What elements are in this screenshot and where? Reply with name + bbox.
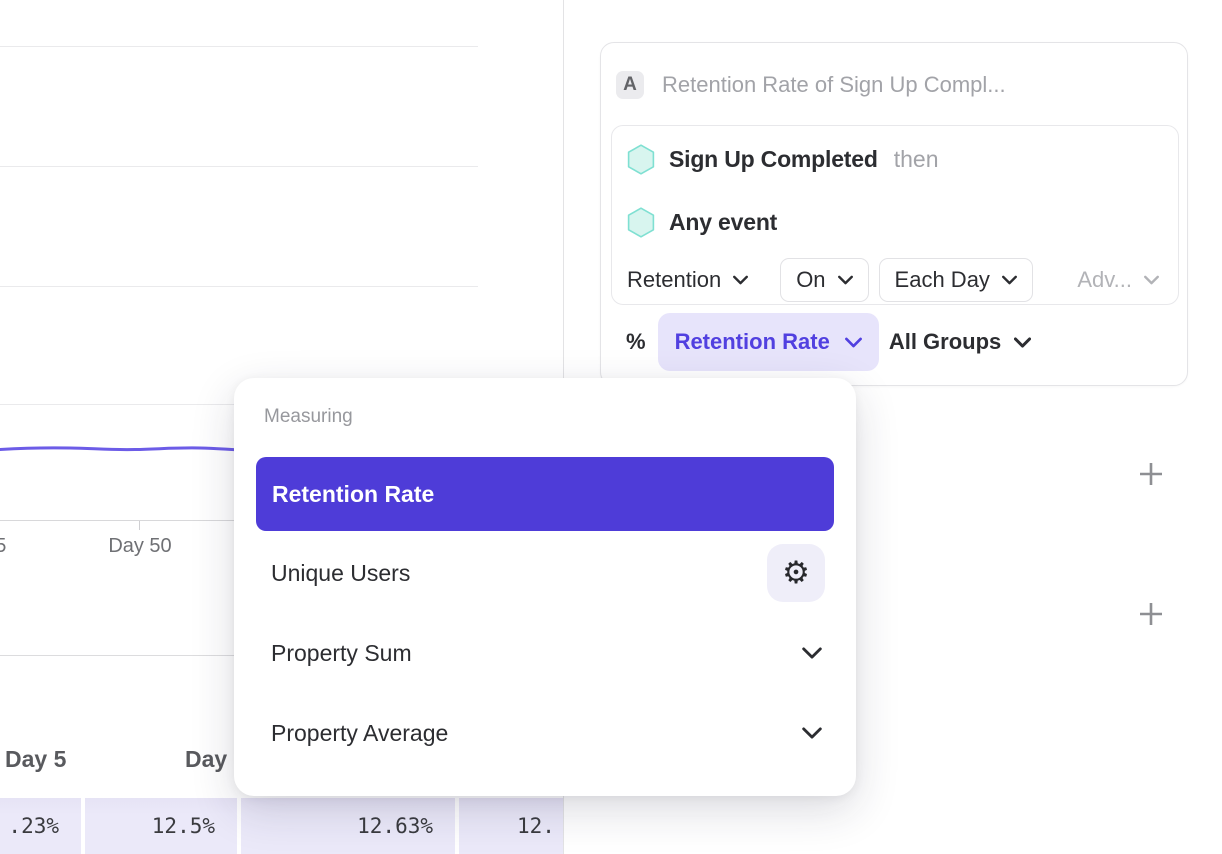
event-hexagon-icon bbox=[627, 144, 655, 175]
retention-controls-row: Retention On Each Day bbox=[627, 258, 1167, 302]
query-title-input[interactable]: Retention Rate of Sign Up Compl... bbox=[662, 72, 1006, 97]
on-dropdown[interactable]: On bbox=[780, 258, 869, 302]
measuring-dropdown[interactable]: Retention Rate bbox=[657, 313, 879, 371]
unique-users-settings-button[interactable]: ⚙ bbox=[767, 544, 825, 602]
table-cell: 12.63% bbox=[241, 798, 455, 854]
gear-icon: ⚙ bbox=[782, 554, 810, 591]
table-cell: .23% bbox=[0, 798, 81, 854]
chevron-down-icon bbox=[844, 337, 862, 348]
x-axis-label-day50: Day 50 bbox=[108, 535, 172, 557]
event-name[interactable]: Any event bbox=[669, 209, 778, 235]
menu-header: Measuring bbox=[264, 406, 353, 427]
event-name[interactable]: Sign Up Completed bbox=[669, 146, 878, 172]
chevron-down-icon bbox=[1002, 275, 1017, 285]
plus-icon bbox=[1140, 463, 1162, 485]
query-header: A Retention Rate of Sign Up Compl... bbox=[616, 71, 1006, 99]
gridline bbox=[0, 286, 478, 287]
event-row-return[interactable]: Any event bbox=[627, 207, 777, 238]
event-hexagon-icon bbox=[627, 207, 655, 238]
event-row-first[interactable]: Sign Up Completed then bbox=[627, 144, 938, 175]
chevron-down-icon bbox=[802, 647, 822, 659]
measuring-menu-popup: Measuring Retention Rate Unique Users ⚙ … bbox=[234, 378, 856, 796]
retention-type-dropdown[interactable]: Retention bbox=[627, 267, 749, 293]
measure-row: % Retention Rate All Groups bbox=[626, 313, 1032, 371]
table-cell: 12.5% bbox=[85, 798, 237, 854]
gridline bbox=[0, 46, 478, 47]
table-cell: 12. bbox=[459, 798, 563, 854]
series-badge: A bbox=[616, 71, 644, 99]
menu-item-retention-rate[interactable]: Retention Rate bbox=[256, 457, 834, 531]
chevron-down-icon bbox=[802, 727, 822, 739]
chevron-down-icon bbox=[837, 275, 853, 285]
query-builder-panel: A Retention Rate of Sign Up Compl... Sig… bbox=[600, 42, 1188, 386]
gridline bbox=[0, 166, 478, 167]
x-axis-label-day45: Day 45 bbox=[0, 535, 7, 557]
menu-item-property-average[interactable]: Property Average bbox=[256, 703, 834, 763]
percent-symbol: % bbox=[626, 329, 646, 354]
interval-dropdown[interactable]: Each Day bbox=[878, 258, 1033, 302]
table-header-day5: Day 5 bbox=[5, 746, 67, 772]
groups-dropdown[interactable]: All Groups bbox=[889, 329, 1032, 355]
advanced-dropdown[interactable]: Adv... bbox=[1077, 267, 1159, 293]
plus-icon bbox=[1140, 603, 1162, 625]
menu-item-unique-users[interactable]: Unique Users ⚙ bbox=[256, 544, 834, 602]
add-formula-button[interactable] bbox=[1133, 596, 1169, 632]
menu-item-property-sum[interactable]: Property Sum bbox=[256, 623, 834, 683]
chevron-down-icon bbox=[1144, 275, 1159, 285]
event-connector: then bbox=[893, 146, 939, 172]
chevron-down-icon bbox=[733, 275, 749, 285]
chevron-down-icon bbox=[1014, 336, 1032, 348]
add-query-button[interactable] bbox=[1133, 456, 1169, 492]
retention-steps-card: Sign Up Completed then Any event Retenti… bbox=[611, 125, 1179, 305]
x-axis-tick bbox=[139, 521, 140, 530]
table-row: .23% 12.5% 12.63% 12. bbox=[0, 798, 563, 854]
